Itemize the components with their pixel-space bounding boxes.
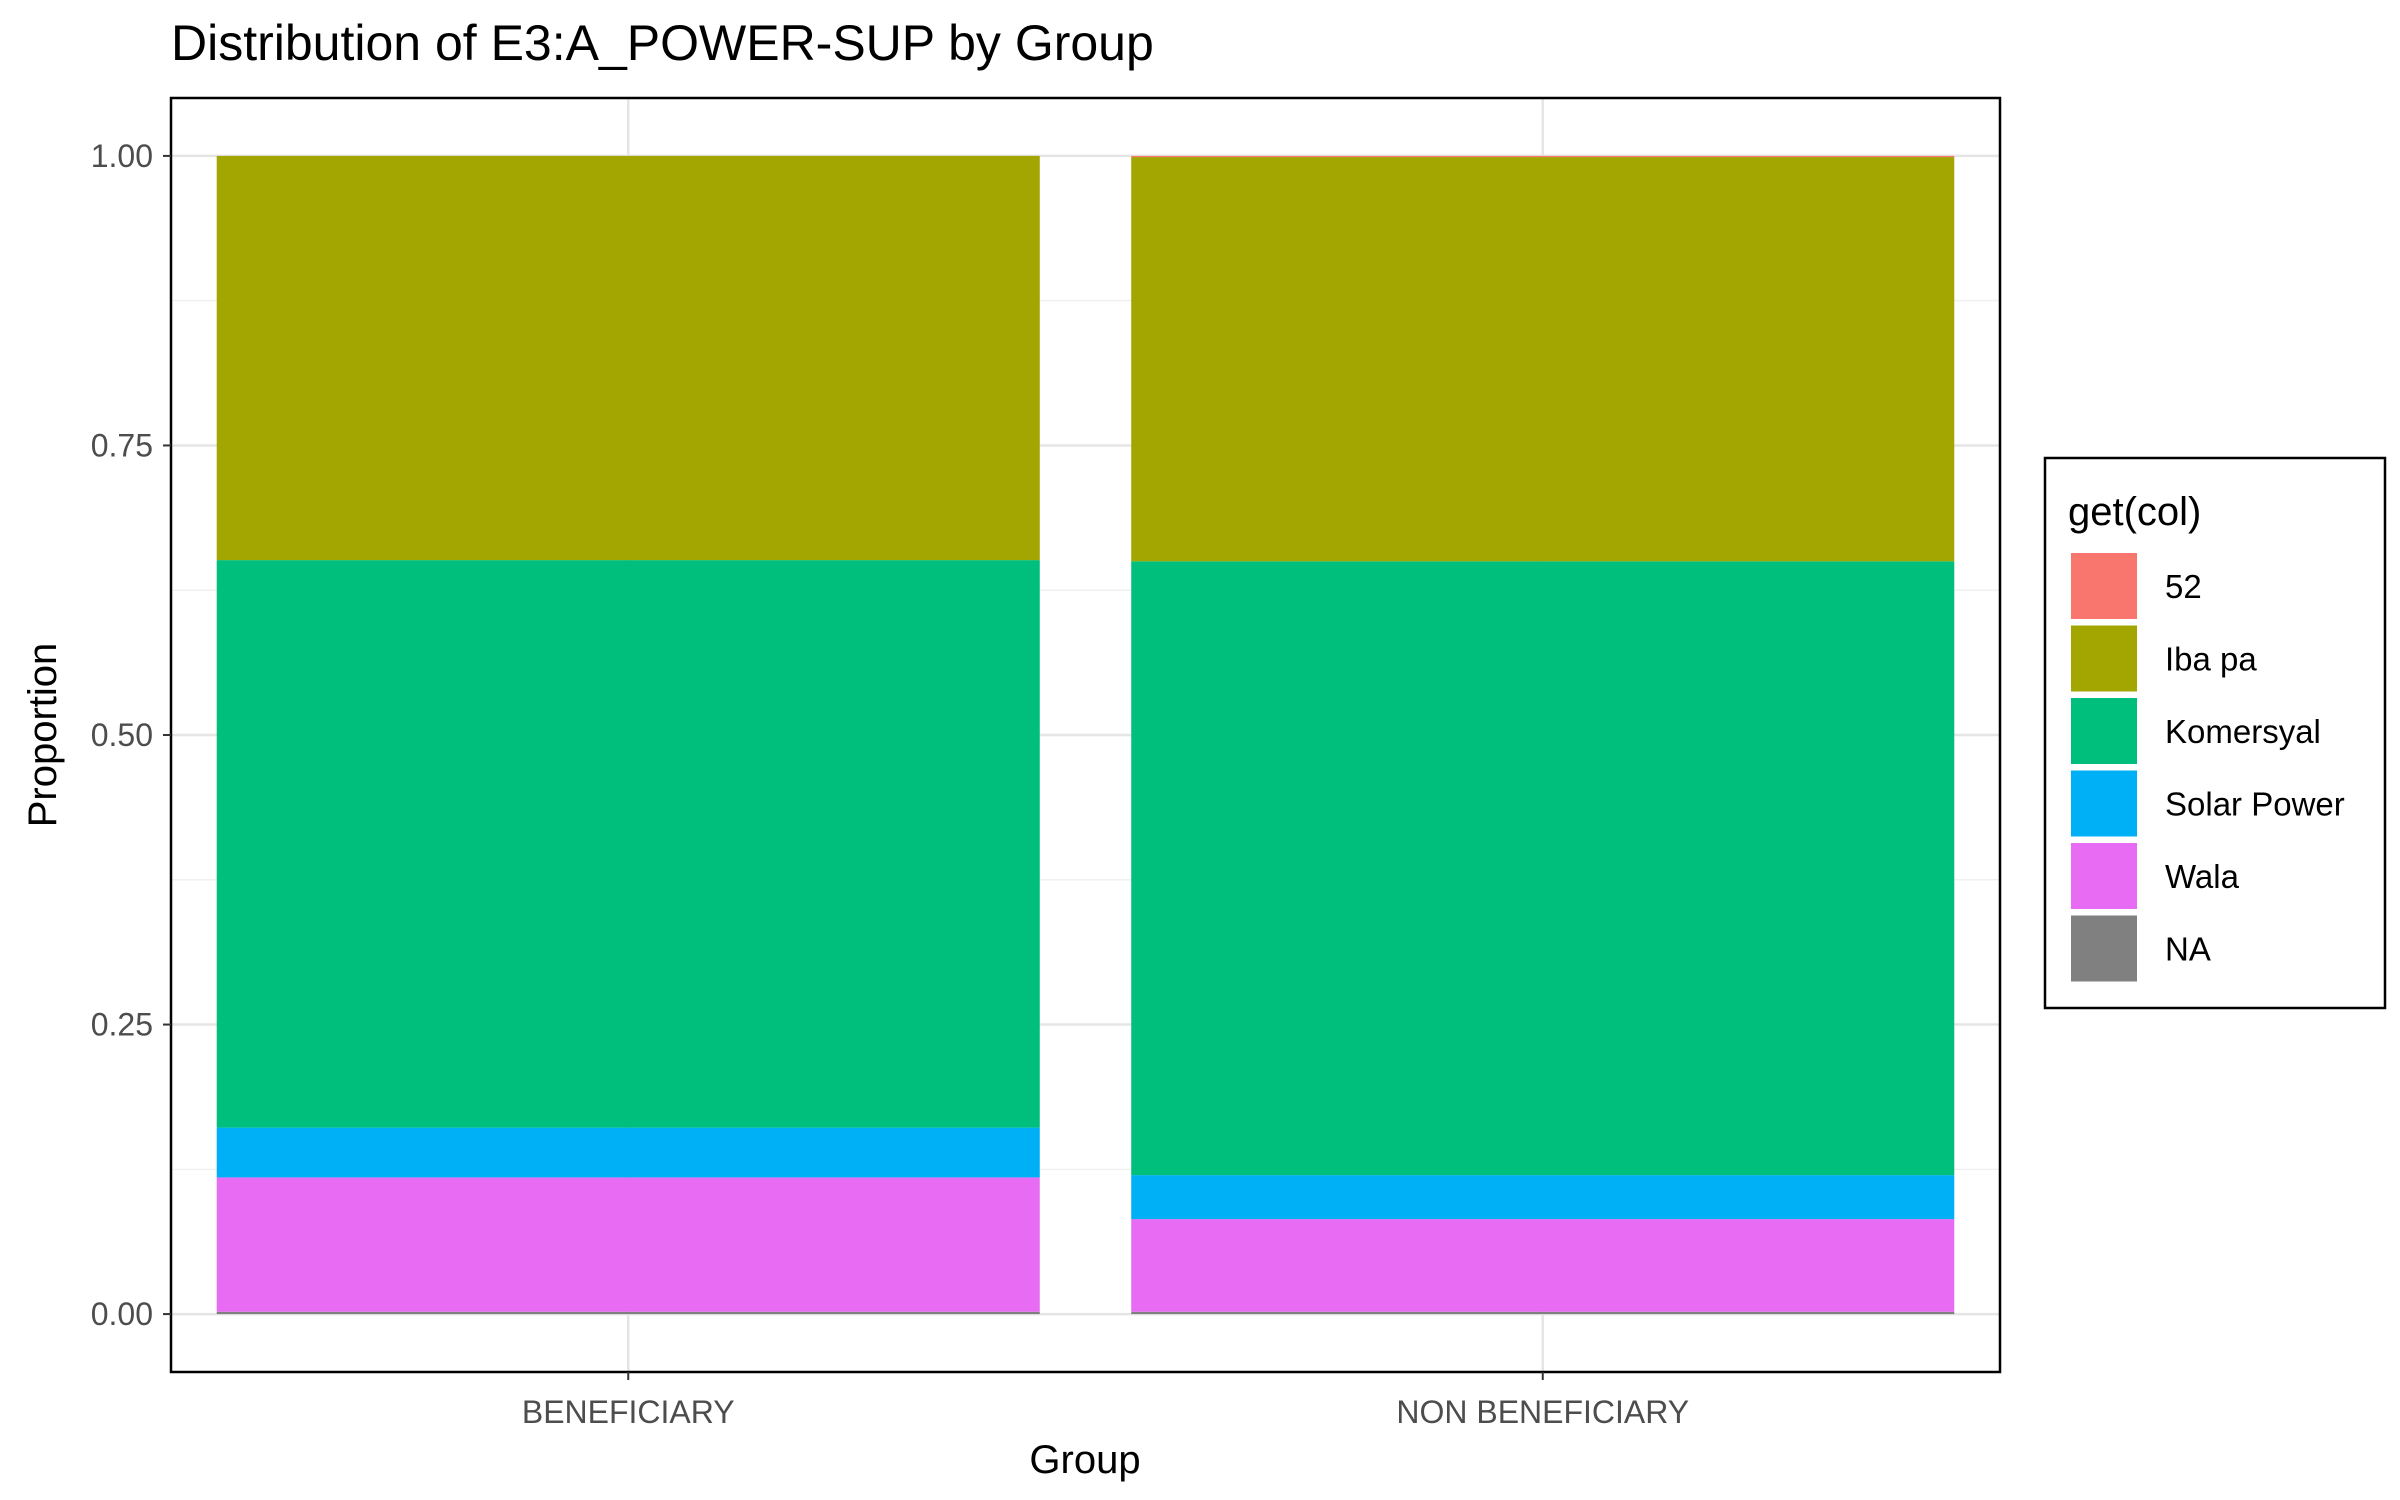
bar-segment-komersyal [216,560,1040,1128]
legend-label: 52 [2165,568,2202,605]
bar-segment-solar-power [216,1127,1040,1178]
x-tick-label: BENEFICIARY [522,1394,735,1430]
bar-segment-solar-power [1131,1175,1955,1220]
y-tick-label: 0.25 [91,1007,153,1043]
bar-segment-komersyal [1131,561,1955,1176]
y-tick-label: 0.00 [91,1296,153,1332]
bars [216,155,1955,1315]
legend: get(col) 52 Iba pa Komersyal Solar Power Wal… [2043,456,2387,1010]
legend-label: Iba pa [2165,641,2257,678]
legend-items: 52 Iba pa Komersyal Solar Power Wala NA [2071,553,2345,982]
x-tick-label: NON BENEFICIARY [1396,1394,1689,1430]
bar-segment-wala [216,1177,1040,1312]
legend-label: Wala [2165,858,2240,895]
y-axis-ticks: 0.00 0.25 0.50 0.75 1.00 [91,138,171,1332]
legend-swatch [2071,770,2137,837]
y-axis-title: Proportion [21,643,65,828]
legend-label: Solar Power [2165,786,2345,823]
legend-title: get(col) [2068,490,2201,534]
y-tick-label: 0.50 [91,717,153,753]
x-axis-title: Group [1029,1438,1140,1482]
legend-swatch [2071,698,2137,764]
bar-segment-wala [1131,1219,1955,1312]
y-tick-label: 1.00 [91,138,153,174]
bar-segment-na [1131,1311,1955,1315]
legend-label: Komersyal [2165,713,2321,750]
y-tick-label: 0.75 [91,427,153,463]
legend-label: NA [2165,931,2211,968]
bar-segment-iba-pa [1131,157,1955,562]
x-axis-ticks: BENEFICIARY NON BENEFICIARY [522,1372,1689,1430]
bar-segment-iba-pa [216,155,1040,561]
bar-segment-52 [1131,155,1955,158]
legend-swatch [2071,553,2137,619]
legend-swatch [2071,915,2137,982]
chart-title: Distribution of E3:A_POWER-SUP by Group [171,15,1154,71]
legend-swatch [2071,625,2137,692]
legend-swatch [2071,843,2137,909]
bar-segment-na [216,1311,1040,1315]
